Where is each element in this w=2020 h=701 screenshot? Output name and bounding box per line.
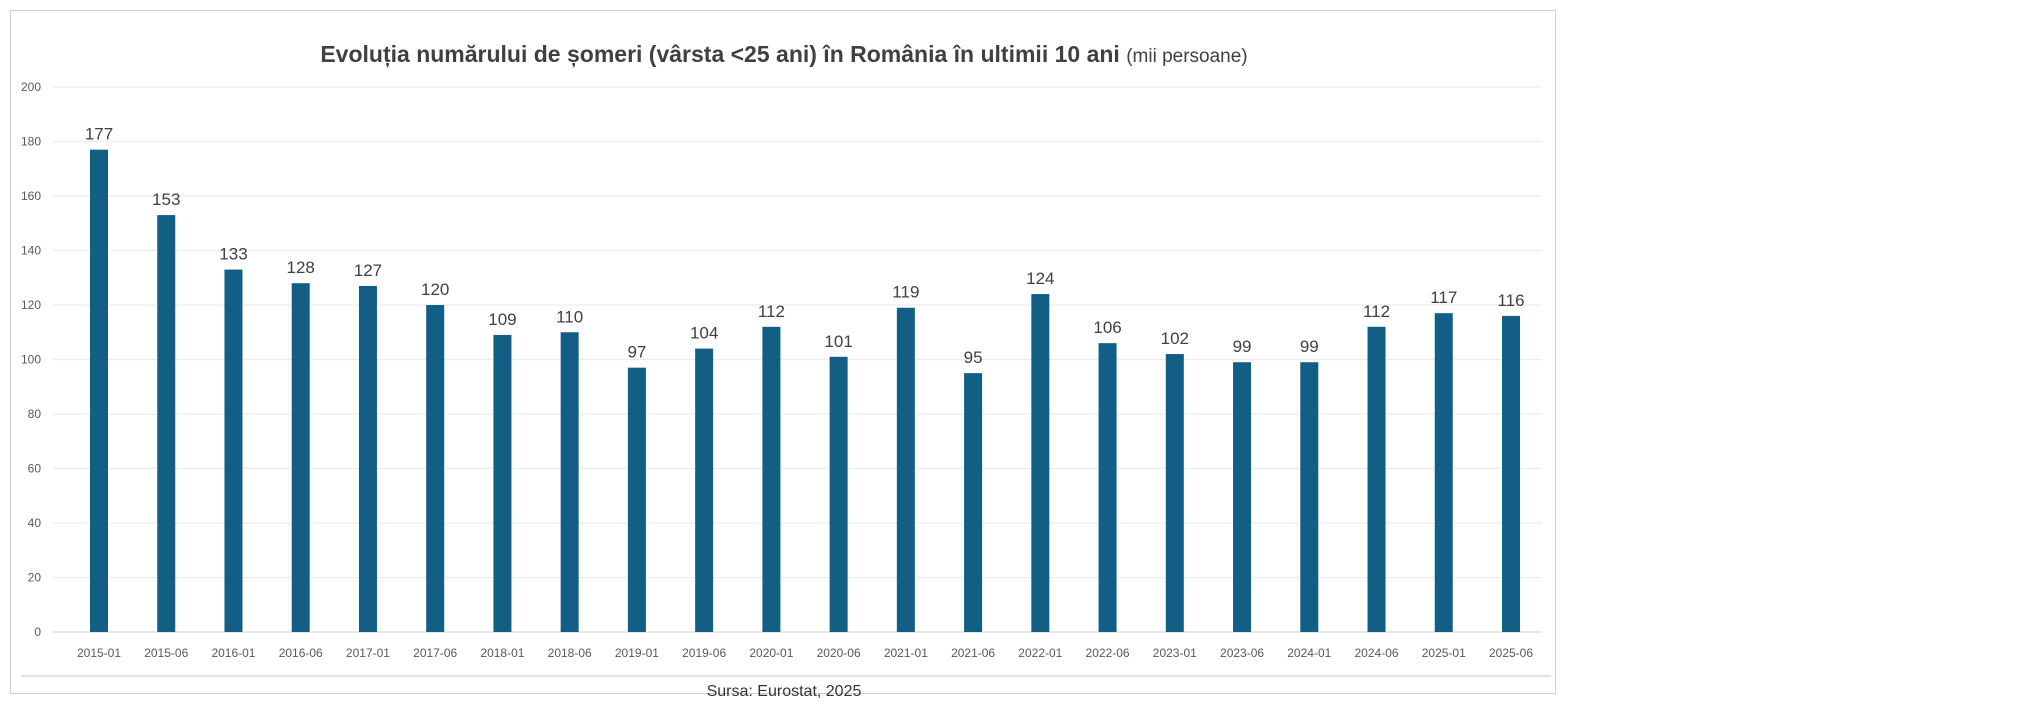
- data-label: 112: [1363, 302, 1390, 321]
- x-tick-label: 2023-01: [1153, 646, 1197, 660]
- bar: [1367, 326, 1386, 632]
- data-label: 128: [287, 258, 315, 277]
- y-tick-label: 180: [21, 135, 41, 149]
- x-tick-label: 2018-06: [548, 646, 592, 660]
- data-label: 119: [892, 283, 919, 302]
- data-label: 99: [1300, 337, 1319, 356]
- bar: [291, 283, 310, 632]
- x-tick-label: 2017-06: [413, 646, 457, 660]
- y-tick-label: 40: [28, 516, 42, 530]
- x-tick-label: 2018-01: [480, 646, 524, 660]
- x-tick-label: 2017-01: [346, 646, 390, 660]
- y-tick-label: 100: [21, 353, 41, 367]
- x-tick-label: 2023-06: [1220, 646, 1264, 660]
- data-label: 106: [1093, 318, 1121, 337]
- y-tick-label: 20: [28, 571, 42, 585]
- data-label: 112: [758, 302, 785, 321]
- x-tick-label: 2024-06: [1355, 646, 1399, 660]
- data-label: 127: [354, 261, 382, 280]
- x-tick-label: 2021-01: [884, 646, 928, 660]
- bar-chart: 0 20 40 60 80 100 120 140 160 180 200 177 2015-01 153…: [21, 80, 1542, 660]
- chart-title-main: Evoluția numărului de șomeri (vârsta <25…: [320, 41, 1120, 67]
- data-label: 97: [627, 343, 646, 362]
- x-tick-label: 2019-06: [682, 646, 726, 660]
- bar: [964, 373, 983, 632]
- data-label: 102: [1161, 329, 1189, 348]
- bar: [426, 305, 445, 632]
- bar: [1502, 315, 1520, 632]
- x-tick-label: 2016-06: [279, 646, 323, 660]
- bar: [627, 367, 646, 632]
- chart-subtitle: (mii persoane): [1126, 46, 1248, 67]
- x-tick-label: 2021-06: [951, 646, 995, 660]
- source-note: Sursa: Eurostat, 2025: [706, 683, 862, 700]
- data-label: 120: [421, 280, 449, 299]
- data-label: 124: [1026, 269, 1054, 288]
- data-label: 133: [219, 245, 247, 264]
- bar: [896, 307, 915, 632]
- x-tick-label: 2025-01: [1422, 646, 1466, 660]
- data-label: 116: [1497, 291, 1524, 310]
- x-tick-label: 2024-01: [1287, 646, 1331, 660]
- x-tick-label: 2020-06: [817, 646, 861, 660]
- y-tick-label: 60: [28, 462, 42, 476]
- data-label: 95: [964, 348, 983, 367]
- x-tick-label: 2022-01: [1018, 646, 1062, 660]
- data-label: 117: [1430, 288, 1457, 307]
- y-tick-label: 80: [28, 407, 42, 421]
- x-tick-label: 2020-01: [749, 646, 793, 660]
- bar: [358, 285, 377, 632]
- bar: [224, 269, 243, 632]
- bar: [560, 332, 579, 632]
- x-tick-label: 2025-06: [1489, 646, 1533, 660]
- bar: [1165, 354, 1184, 632]
- bar: [762, 326, 781, 632]
- bar: [1300, 362, 1319, 632]
- data-label: 177: [85, 125, 113, 144]
- x-tick-label: 2022-06: [1086, 646, 1130, 660]
- x-tick-label: 2016-01: [211, 646, 255, 660]
- bar: [157, 215, 176, 632]
- bar: [90, 149, 108, 633]
- data-label: 101: [824, 332, 852, 351]
- source-divider: [21, 675, 1551, 677]
- data-label: 153: [152, 190, 180, 209]
- y-tick-label: 160: [21, 189, 41, 203]
- bar: [493, 334, 512, 632]
- bar: [1434, 313, 1453, 632]
- data-label: 99: [1233, 337, 1252, 356]
- chart-title: Evoluția numărului de șomeri (vârsta <25…: [11, 41, 1557, 68]
- y-tick-label: 140: [21, 244, 41, 258]
- x-tick-label: 2019-01: [615, 646, 659, 660]
- data-label: 109: [488, 310, 516, 329]
- data-label: 104: [690, 324, 718, 343]
- x-tick-label: 2015-06: [144, 646, 188, 660]
- bar: [1031, 294, 1050, 632]
- x-tick-label: 2015-01: [77, 646, 121, 660]
- bar: [829, 356, 848, 632]
- bar: [1098, 343, 1117, 632]
- chart-frame: Evoluția numărului de șomeri (vârsta <25…: [10, 10, 1557, 700]
- y-tick-label: 0: [34, 625, 41, 639]
- data-label: 110: [556, 307, 583, 326]
- bar: [695, 348, 714, 632]
- y-tick-label: 200: [21, 80, 41, 94]
- bar: [1233, 362, 1252, 632]
- y-tick-label: 120: [21, 298, 41, 312]
